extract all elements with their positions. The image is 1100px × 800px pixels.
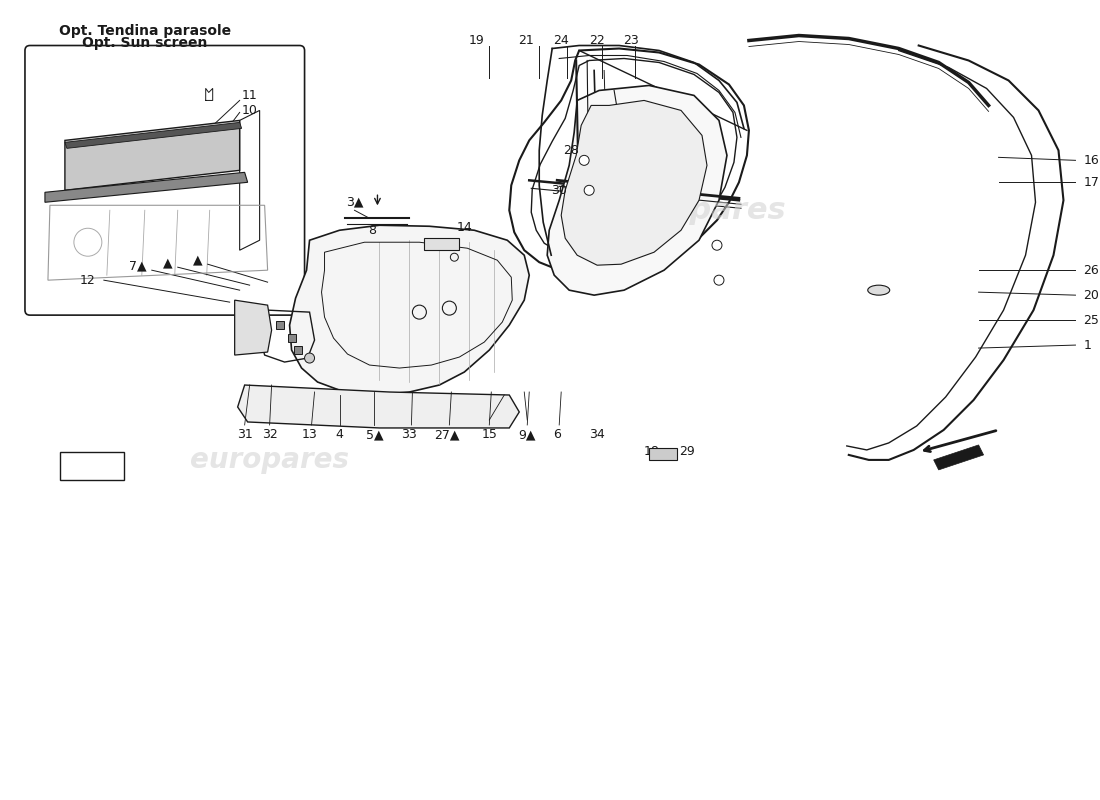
- Bar: [425, 238, 460, 250]
- Text: 7▲: 7▲: [129, 260, 146, 273]
- Text: 24: 24: [553, 34, 569, 47]
- Text: 11: 11: [242, 89, 257, 102]
- Text: 6: 6: [553, 429, 561, 442]
- Text: 28: 28: [563, 144, 579, 157]
- Text: 32: 32: [262, 429, 277, 442]
- Text: 31: 31: [236, 429, 253, 442]
- Bar: [276, 321, 284, 329]
- Text: 15: 15: [482, 429, 497, 442]
- Circle shape: [712, 240, 722, 250]
- Text: 9▲: 9▲: [518, 429, 536, 442]
- Circle shape: [714, 275, 724, 285]
- Polygon shape: [65, 121, 240, 190]
- Polygon shape: [934, 445, 983, 470]
- Text: 27▲: 27▲: [434, 429, 460, 442]
- Text: 12: 12: [80, 274, 96, 286]
- Polygon shape: [547, 86, 727, 295]
- Text: ▲: ▲: [192, 254, 202, 266]
- Text: 8: 8: [368, 224, 376, 237]
- Text: 22: 22: [590, 34, 605, 47]
- Text: 34: 34: [590, 429, 605, 442]
- Text: 5▲: 5▲: [365, 429, 383, 442]
- Text: 21: 21: [518, 34, 535, 47]
- Text: 26: 26: [1084, 264, 1099, 277]
- Text: 3▲: 3▲: [345, 196, 363, 209]
- Ellipse shape: [868, 285, 890, 295]
- Text: 13: 13: [301, 429, 318, 442]
- Text: 4: 4: [336, 429, 343, 442]
- Polygon shape: [289, 226, 529, 395]
- FancyBboxPatch shape: [59, 452, 124, 480]
- Text: 1: 1: [1084, 338, 1091, 351]
- Polygon shape: [234, 300, 272, 355]
- Text: 14: 14: [456, 221, 472, 234]
- Circle shape: [584, 186, 594, 195]
- Bar: [294, 346, 301, 354]
- Text: 33: 33: [402, 429, 417, 442]
- Text: Opt. Tendina parasole: Opt. Tendina parasole: [58, 23, 231, 38]
- Polygon shape: [561, 101, 707, 265]
- Text: ▲ = 2: ▲ = 2: [74, 459, 110, 473]
- Polygon shape: [238, 385, 519, 428]
- Bar: [287, 334, 296, 342]
- Circle shape: [305, 353, 315, 363]
- Text: 16: 16: [1084, 154, 1099, 167]
- Text: Opt. Sun screen: Opt. Sun screen: [82, 35, 208, 50]
- Bar: [649, 448, 676, 460]
- Text: 30: 30: [551, 184, 568, 197]
- Text: 29: 29: [679, 446, 695, 458]
- Text: 10: 10: [242, 104, 257, 117]
- FancyBboxPatch shape: [25, 46, 305, 315]
- Polygon shape: [65, 122, 242, 148]
- Text: europares: europares: [190, 446, 349, 474]
- Polygon shape: [45, 172, 248, 202]
- Text: 17: 17: [1084, 176, 1099, 189]
- Circle shape: [580, 155, 590, 166]
- Text: 20: 20: [1084, 289, 1099, 302]
- Text: 18: 18: [645, 446, 660, 458]
- Text: 19: 19: [469, 34, 484, 47]
- Text: europares: europares: [612, 196, 786, 225]
- Text: ▲: ▲: [163, 257, 173, 270]
- Text: 25: 25: [1084, 314, 1099, 326]
- Text: 23: 23: [624, 34, 639, 47]
